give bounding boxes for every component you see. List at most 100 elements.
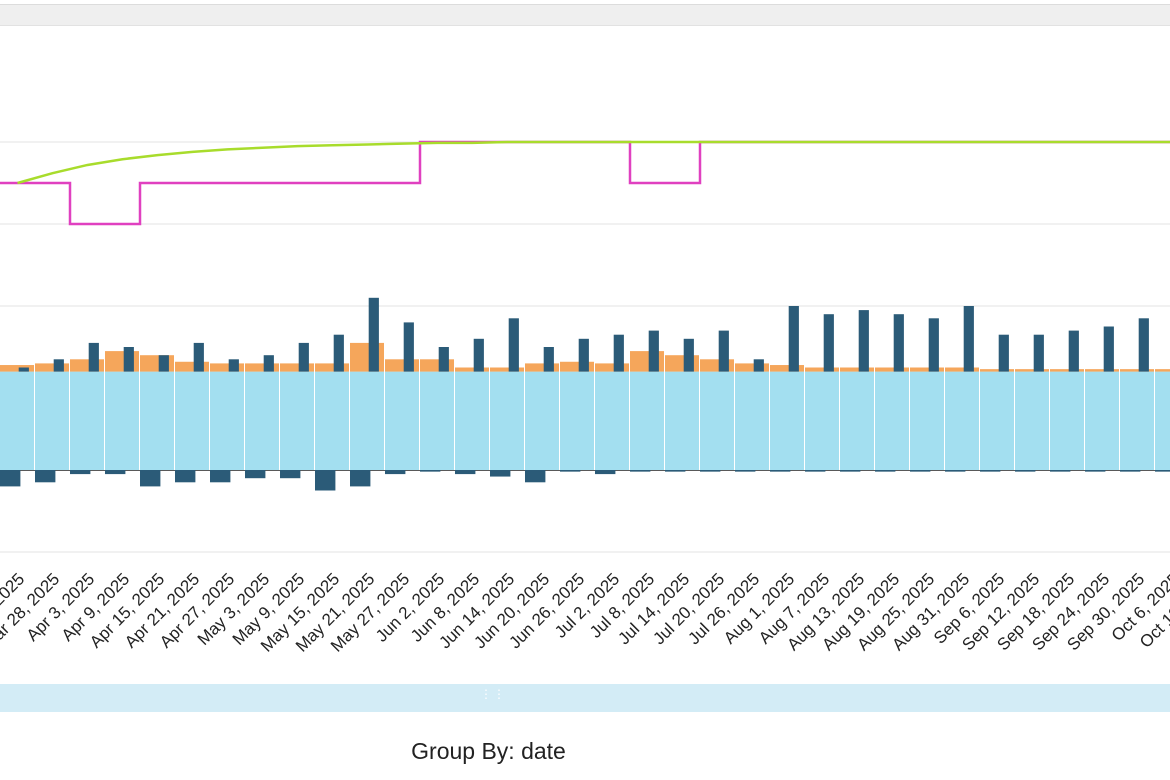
- top-toolbar-strip: [0, 0, 1170, 26]
- negative-bar-11: [385, 470, 406, 475]
- dark-peak-bar-2: [88, 342, 99, 372]
- base-bar-28: [980, 371, 1014, 470]
- dark-peak-bar-1: [53, 359, 64, 372]
- dark-peak-bar-22: [788, 306, 799, 372]
- negative-bar-17: [595, 470, 616, 475]
- negative-bar-26: [910, 470, 931, 472]
- base-bar-2: [70, 371, 104, 470]
- base-bar-0: [0, 371, 34, 470]
- negative-bar-5: [175, 470, 196, 483]
- orange-bar-32: [1120, 369, 1154, 372]
- dark-peak-bar-6: [228, 359, 239, 372]
- orange-bar-2: [70, 359, 104, 372]
- group-by-label: Group By: date: [411, 738, 566, 764]
- negative-bar-14: [490, 470, 511, 477]
- negative-bar-2: [70, 470, 91, 475]
- negative-bar-6: [210, 470, 231, 483]
- orange-bar-29: [1015, 369, 1049, 372]
- negative-bar-24: [840, 470, 861, 472]
- dark-peak-bar-24: [858, 310, 869, 372]
- base-bar-26: [910, 371, 944, 470]
- dark-peak-bar-25: [893, 314, 904, 372]
- base-bar-21: [735, 371, 769, 470]
- dark-peak-bar-10: [368, 297, 379, 372]
- orange-bar-28: [980, 369, 1014, 372]
- base-bar-27: [945, 371, 979, 470]
- base-bar-23: [805, 371, 839, 470]
- negative-bar-23: [805, 470, 826, 472]
- negative-bar-13: [455, 470, 476, 475]
- base-bar-6: [210, 371, 244, 470]
- negative-bar-19: [665, 470, 686, 472]
- negative-bar-3: [105, 470, 126, 475]
- negative-bar-22: [770, 470, 791, 472]
- negative-bar-18: [630, 470, 651, 472]
- base-bar-20: [700, 371, 734, 470]
- dark-peak-bar-0: [18, 367, 29, 372]
- base-bar-14: [490, 371, 524, 470]
- orange-bar-8: [280, 363, 314, 372]
- dark-peak-bar-28: [998, 334, 1009, 372]
- orange-bar-9: [315, 363, 349, 372]
- dark-peak-bar-21: [753, 359, 764, 372]
- dark-peak-bar-9: [333, 334, 344, 372]
- base-bar-15: [525, 371, 559, 470]
- base-bar-12: [420, 371, 454, 470]
- base-bar-1: [35, 371, 69, 470]
- dark-peak-bar-4: [158, 355, 169, 372]
- negative-bar-31: [1085, 470, 1106, 472]
- negative-bar-30: [1050, 470, 1071, 472]
- base-bar-8: [280, 371, 314, 470]
- toolbar-shade: [0, 4, 1170, 26]
- dark-peak-bar-23: [823, 314, 834, 372]
- base-bar-3: [105, 371, 139, 470]
- negative-bar-0: [0, 470, 21, 487]
- base-bar-30: [1050, 371, 1084, 470]
- negative-bar-27: [945, 470, 966, 472]
- grip-dots-icon[interactable]: ⋮⋮: [480, 687, 506, 701]
- base-bar-31: [1085, 371, 1119, 470]
- negative-bar-20: [700, 470, 721, 472]
- dark-peak-bar-16: [578, 338, 589, 372]
- orange-bar-16: [560, 361, 594, 372]
- base-bar-10: [350, 371, 384, 470]
- base-bar-13: [455, 371, 489, 470]
- base-bar-22: [770, 371, 804, 470]
- negative-bar-10: [350, 470, 371, 487]
- negative-bar-32: [1120, 470, 1141, 472]
- negative-bar-7: [245, 470, 266, 479]
- base-bar-24: [840, 371, 874, 470]
- negative-bar-15: [525, 470, 546, 483]
- base-bar-5: [175, 371, 209, 470]
- orange-bar-5: [175, 361, 209, 372]
- dark-peak-bar-18: [648, 330, 659, 372]
- dark-peak-bar-32: [1138, 318, 1149, 372]
- orange-bar-31: [1085, 369, 1119, 372]
- green-curve-line: [17, 140, 1170, 185]
- orange-bar-6: [210, 363, 244, 372]
- dark-peak-bar-31: [1103, 326, 1114, 372]
- dark-peak-bar-13: [473, 338, 484, 372]
- horizontal-scrollbar[interactable]: ⋮⋮: [0, 684, 1170, 712]
- negative-bar-29: [1015, 470, 1036, 472]
- dark-peak-bar-11: [403, 322, 414, 372]
- base-bar-29: [1015, 371, 1049, 470]
- orange-bar-0: [0, 365, 34, 372]
- bar-series: [0, 297, 1170, 491]
- negative-bar-12: [420, 470, 441, 472]
- negative-bar-25: [875, 470, 896, 472]
- dark-peak-bar-15: [543, 347, 554, 372]
- dark-peak-bar-29: [1033, 334, 1044, 372]
- negative-bar-21: [735, 470, 756, 472]
- base-bar-18: [630, 371, 664, 470]
- orange-bar-7: [245, 363, 279, 372]
- base-bar-7: [245, 371, 279, 470]
- negative-bar-16: [560, 470, 581, 472]
- negative-bar-28: [980, 470, 1001, 472]
- orange-bar-26: [910, 367, 944, 372]
- dark-peak-bar-7: [263, 355, 274, 372]
- dark-peak-bar-12: [438, 347, 449, 372]
- orange-bar-22: [770, 365, 804, 372]
- base-bar-4: [140, 371, 174, 470]
